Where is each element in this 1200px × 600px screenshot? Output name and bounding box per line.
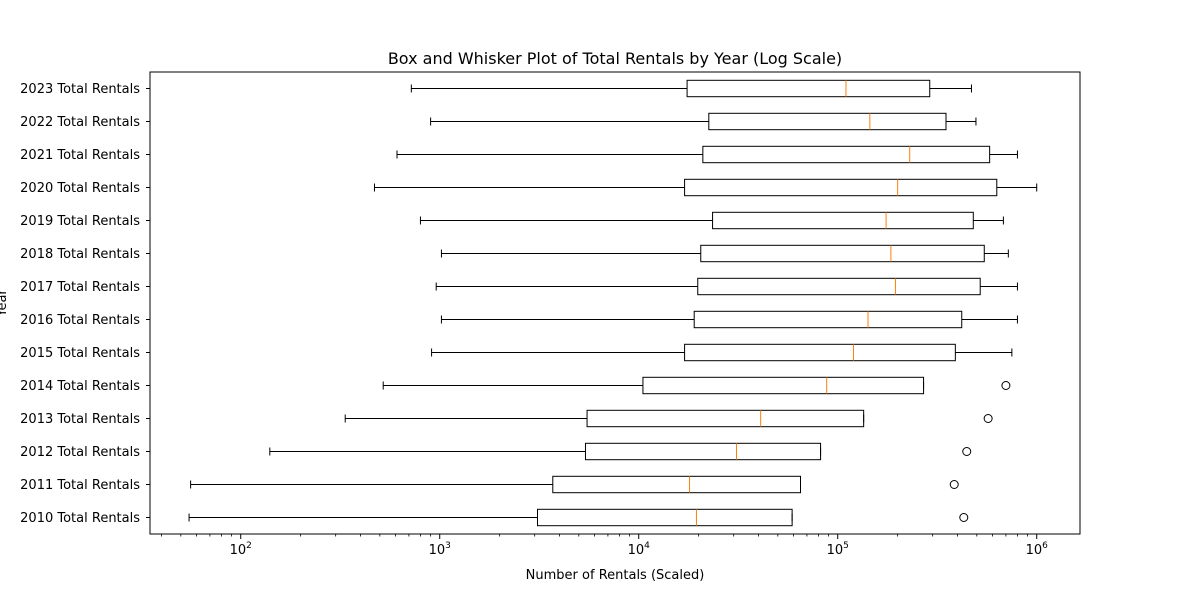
iqr-box	[708, 112, 947, 131]
outlier-point	[962, 447, 972, 456]
iqr-box	[712, 211, 974, 230]
y-tick-label: 2012 Total Rentals	[20, 445, 140, 460]
y-tick-label: 2014 Total Rentals	[20, 379, 140, 394]
y-tick-label: 2019 Total Rentals	[20, 214, 140, 229]
iqr-box	[686, 79, 931, 98]
x-tick-label: 102	[230, 541, 252, 558]
y-tick-label: 2021 Total Rentals	[20, 148, 140, 163]
box-group	[430, 112, 977, 131]
outlier-point	[1001, 381, 1011, 390]
y-tick-label: 2017 Total Rentals	[20, 280, 140, 295]
x-tick-label: 106	[1026, 541, 1049, 558]
iqr-box	[584, 442, 822, 461]
iqr-box	[684, 178, 998, 197]
iqr-box	[537, 508, 793, 527]
x-axis-ticks: 102 103 104 105 106	[161, 534, 1049, 558]
box-group	[396, 145, 1018, 164]
box-group	[190, 475, 959, 494]
y-tick-label: 2018 Total Rentals	[20, 247, 140, 262]
axes-frame	[149, 71, 1081, 535]
y-tick-label: 2015 Total Rentals	[20, 346, 140, 361]
outlier-point	[983, 414, 993, 423]
box-group	[419, 211, 1004, 230]
iqr-box	[586, 409, 865, 428]
y-axis-title: Year	[0, 289, 10, 318]
iqr-box	[552, 475, 801, 494]
y-tick-label: 2010 Total Rentals	[20, 511, 140, 526]
iqr-box	[693, 310, 963, 329]
box-group	[344, 409, 993, 428]
chart-title: Box and Whisker Plot of Total Rentals by…	[388, 49, 842, 68]
iqr-box	[697, 277, 981, 296]
iqr-box	[642, 376, 925, 395]
box-group	[269, 442, 972, 461]
y-tick-label: 2023 Total Rentals	[20, 82, 140, 97]
y-tick-label: 2022 Total Rentals	[20, 115, 140, 130]
iqr-box	[702, 145, 991, 164]
box-group	[435, 277, 1018, 296]
y-axis-ticks: 2010 Total Rentals 2011 Total Rentals 2012…	[20, 82, 150, 526]
x-axis-title: Number of Rentals (Scaled)	[526, 568, 705, 583]
box-group	[440, 310, 1018, 329]
box-group	[440, 244, 1009, 263]
x-tick-label: 103	[429, 541, 451, 558]
outlier-point	[949, 480, 959, 489]
box-group	[188, 508, 969, 527]
y-tick-label: 2016 Total Rentals	[20, 313, 140, 328]
box-group	[382, 376, 1011, 395]
y-tick-label: 2013 Total Rentals	[20, 412, 140, 427]
x-tick-label: 105	[827, 541, 849, 558]
y-tick-label: 2011 Total Rentals	[20, 478, 140, 493]
outlier-point	[959, 513, 969, 522]
box-group	[410, 79, 972, 98]
iqr-box	[700, 244, 985, 263]
y-tick-label: 2020 Total Rentals	[20, 181, 140, 196]
box-group	[431, 343, 1013, 362]
iqr-box	[684, 343, 956, 362]
box-group	[373, 178, 1038, 197]
plot-area	[188, 79, 1038, 527]
x-tick-label: 104	[628, 541, 651, 558]
